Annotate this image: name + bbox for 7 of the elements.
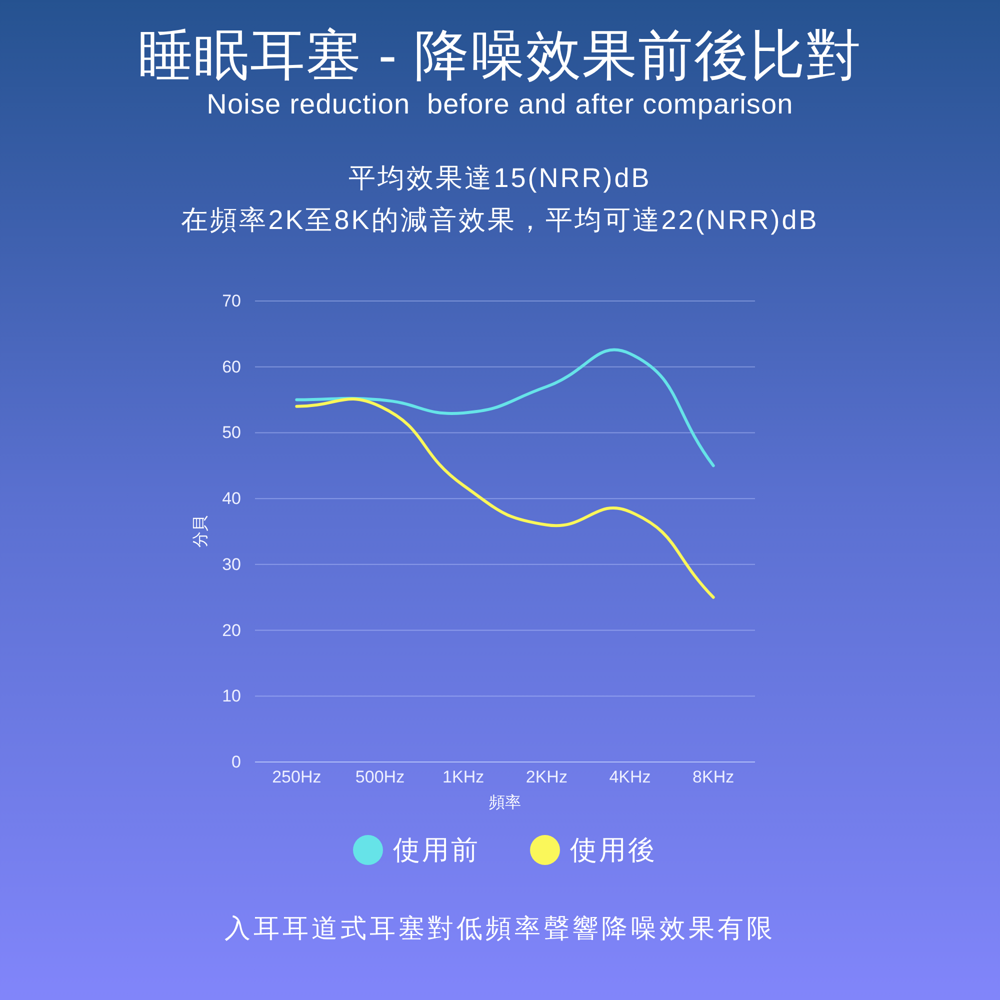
ylabel: 分貝 (192, 516, 210, 548)
annotation: 入耳耳道式耳塞對低頻率聲響降噪效果有限 (224, 913, 776, 943)
annotation: 在頻率2K至8K的減音效果，平均可達22(NRR)dB (181, 205, 819, 235)
subtitle: Noise reduction before and after comparison (206, 88, 794, 120)
xlabel: 頻率 (489, 794, 521, 812)
annotation: 平均效果達15(NRR)dB (348, 163, 652, 193)
title: 睡眠耳塞 - 降噪效果前後比對 (138, 24, 862, 86)
